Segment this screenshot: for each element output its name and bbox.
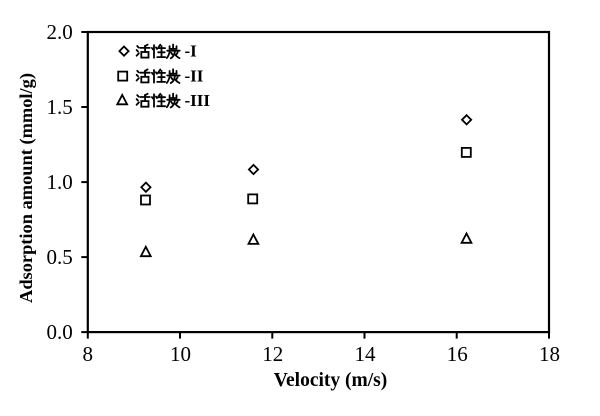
svg-text:1.5: 1.5 <box>46 95 72 119</box>
svg-text:2.0: 2.0 <box>46 20 72 44</box>
svg-text:Velocity (m/s): Velocity (m/s) <box>274 370 388 391</box>
svg-text:0.0: 0.0 <box>46 320 72 344</box>
svg-text:12: 12 <box>262 342 283 366</box>
svg-text:Adsorption amount (mmol/g): Adsorption amount (mmol/g) <box>16 73 37 303</box>
svg-text:14: 14 <box>355 342 377 366</box>
svg-text:16: 16 <box>447 342 468 366</box>
svg-text:8: 8 <box>83 342 94 366</box>
svg-text:10: 10 <box>170 342 191 366</box>
svg-text:-II: -II <box>185 67 204 86</box>
svg-text:1.0: 1.0 <box>46 170 72 194</box>
svg-text:0.5: 0.5 <box>46 245 72 269</box>
svg-text:-I: -I <box>185 42 198 61</box>
svg-text:18: 18 <box>539 342 560 366</box>
svg-text:-III: -III <box>185 91 211 110</box>
